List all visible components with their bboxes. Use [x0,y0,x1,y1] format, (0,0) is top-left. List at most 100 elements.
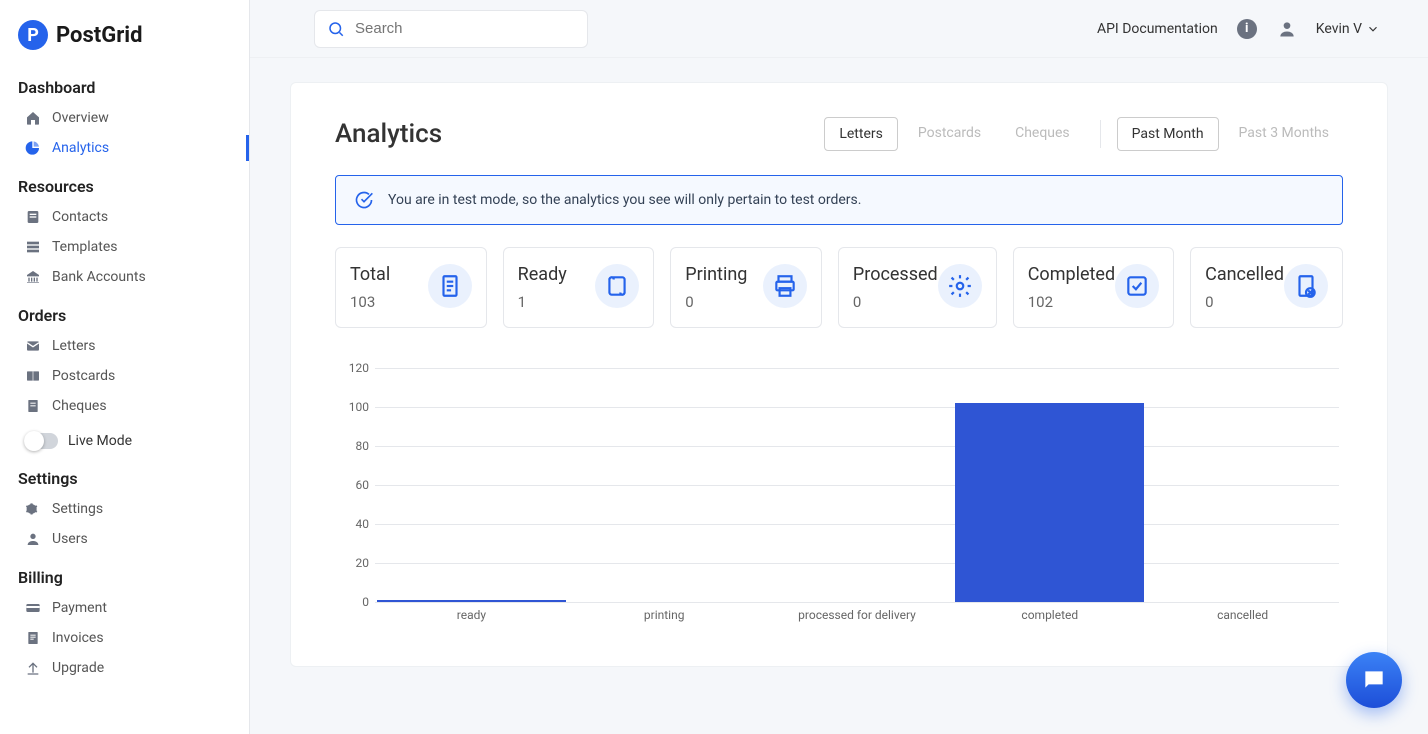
sidebar-item-settings[interactable]: Settings [0,494,249,524]
sidebar-section-title: Resources [0,163,249,202]
stat-value: 102 [1028,293,1115,311]
sidebar-item-payment[interactable]: Payment [0,593,249,623]
search-input[interactable] [355,20,575,37]
chart-ylabel: 60 [339,478,369,492]
sidebar-item-invoices[interactable]: Invoices [0,623,249,653]
user-name: Kevin V [1316,21,1362,37]
stat-value: 1 [518,293,567,311]
chart-ylabel: 100 [339,400,369,414]
sidebar-section-title: Dashboard [0,64,249,103]
chart-gridline [375,602,1339,603]
chart-col [568,368,761,602]
sidebar-item-templates[interactable]: Templates [0,232,249,262]
cancel-doc-icon [1284,264,1328,308]
brand-logo-mark: P [18,20,48,50]
chart-xlabel: processed for delivery [761,608,954,622]
search-box[interactable] [314,10,588,48]
chart-xlabel: ready [375,608,568,622]
sidebar-item-overview[interactable]: Overview [0,103,249,133]
chart-col [761,368,954,602]
sidebar-item-postcards[interactable]: Postcards [0,361,249,391]
templates-icon [24,238,42,256]
test-mode-banner: You are in test mode, so the analytics y… [335,175,1343,225]
chart-ylabel: 40 [339,517,369,531]
user-menu[interactable]: Kevin V [1316,21,1380,37]
stat-value: 0 [853,293,938,311]
gear-icon [24,500,42,518]
home-icon [24,109,42,127]
live-mode-label: Live Mode [68,433,132,449]
analytics-card: Analytics LettersPostcardsCheques Past M… [290,82,1388,667]
live-mode-toggle[interactable] [24,433,58,449]
sidebar-item-upgrade[interactable]: Upgrade [0,653,249,683]
type-tab-postcards[interactable]: Postcards [904,117,995,151]
stat-card-cancelled: Cancelled 0 [1190,247,1343,328]
stat-card-processed: Processed 0 [838,247,997,328]
sidebar-item-label: Contacts [52,209,108,225]
stat-value: 0 [1205,293,1284,311]
postcard-icon [24,367,42,385]
sidebar-item-bank-accounts[interactable]: Bank Accounts [0,262,249,292]
stat-card-ready: Ready1 [503,247,655,328]
stat-card-completed: Completed102 [1013,247,1174,328]
type-tab-letters[interactable]: Letters [824,117,898,151]
sidebar-item-label: Postcards [52,368,115,384]
info-icon[interactable]: i [1236,18,1258,40]
stat-label: Processed [853,264,938,285]
chart-bar [377,600,566,602]
chat-icon [1361,667,1387,693]
sidebar-item-label: Analytics [52,140,109,156]
sidebar-item-label: Cheques [52,398,107,414]
sidebar-section-title: Settings [0,455,249,494]
chart-bar [955,403,1144,602]
api-docs-link[interactable]: API Documentation [1097,21,1218,37]
sidebar-item-analytics[interactable]: Analytics [0,133,249,163]
chart-col [375,368,568,602]
page-title: Analytics [335,119,442,149]
sidebar-item-contacts[interactable]: Contacts [0,202,249,232]
payment-icon [24,599,42,617]
scroll-icon [595,264,639,308]
chevron-down-icon [1366,22,1380,36]
pie-icon [24,139,42,157]
chart-xlabel: printing [568,608,761,622]
user-avatar-icon [1276,18,1298,40]
stat-label: Printing [685,264,747,285]
sidebar-item-users[interactable]: Users [0,524,249,554]
stat-card-printing: Printing 0 [670,247,822,328]
brand-logo[interactable]: P PostGrid [0,12,249,64]
stat-card-total: Total103 [335,247,487,328]
letter-icon [24,337,42,355]
chat-fab[interactable] [1346,652,1402,708]
gear2-icon [938,264,982,308]
topbar: API Documentation i Kevin V [250,0,1428,58]
printer-icon [763,264,807,308]
invoice-icon [24,629,42,647]
chart-col [1146,368,1339,602]
chart-ylabel: 80 [339,439,369,453]
brand-name: PostGrid [56,23,142,48]
chart-col [953,368,1146,602]
contacts-icon [24,208,42,226]
chart-xlabel: completed [953,608,1146,622]
stat-value: 0 [685,293,747,311]
sidebar-item-label: Templates [52,239,118,255]
range-tab-past-3-months[interactable]: Past 3 Months [1225,117,1343,151]
checkmark-circle-icon [354,190,374,210]
user-icon [24,530,42,548]
stat-label: Cancelled [1205,264,1284,285]
sidebar-item-label: Invoices [52,630,104,646]
check-icon [1115,264,1159,308]
cheque-icon [24,397,42,415]
stat-value: 103 [350,293,390,311]
sidebar-item-cheques[interactable]: Cheques [0,391,249,421]
sidebar-item-letters[interactable]: Letters [0,331,249,361]
sidebar-item-label: Overview [52,110,109,126]
sidebar-section-title: Billing [0,554,249,593]
main: Analytics LettersPostcardsCheques Past M… [250,58,1428,734]
chart-xlabel: cancelled [1146,608,1339,622]
type-tab-cheques[interactable]: Cheques [1001,117,1084,151]
range-tab-past-month[interactable]: Past Month [1117,117,1219,151]
search-icon [327,20,345,38]
sidebar-item-label: Users [52,531,88,547]
